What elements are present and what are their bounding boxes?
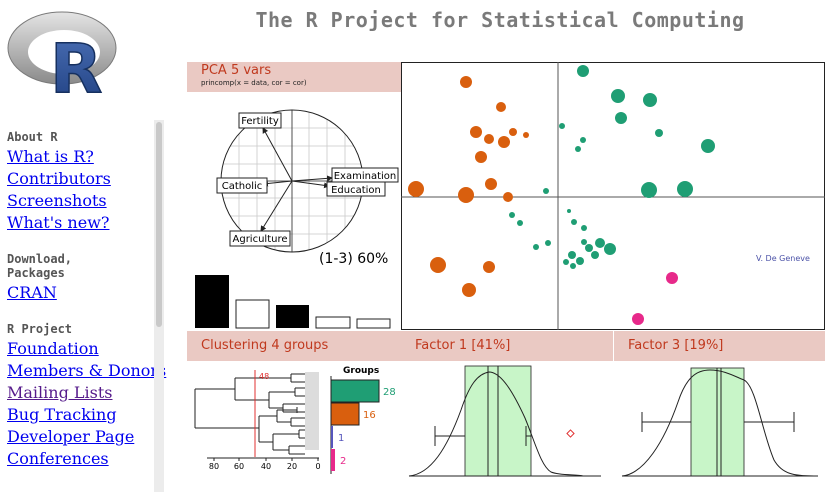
pca-var-education: Education [331,185,381,196]
logo-letter: R [50,30,102,100]
dendro-tick-40: 40 [261,462,271,471]
cluster-cut-value: 48 [259,372,269,381]
factor1-density-plot [408,365,601,477]
sidebar-heading-download: Download, Packages [7,252,73,280]
sidebar-link-conferences[interactable]: Conferences [7,449,109,468]
clustering-header: Clustering 4 groups [187,331,401,361]
scatter-credit: V. De Geneve [756,254,810,263]
clustering-dendrogram: 48 80 60 40 20 0 Groups 28 16 1 2 [194,366,396,474]
pca-var-agriculture: Agriculture [233,234,288,245]
dendro-tick-20: 20 [287,462,297,471]
pca-var-examination: Examination [334,171,397,182]
dendro-tick-60: 60 [234,462,244,471]
sidebar: About R What is R? Contributors Screensh… [7,126,167,470]
pca-header: PCA 5 vars princomp(x = data, cor = cor) [187,62,401,92]
factor1-header: Factor 1 [41%] [401,331,613,361]
dendro-tick-80: 80 [209,462,219,471]
sidebar-scrollbar-thumb[interactable] [156,122,162,327]
dendro-tick-0: 0 [315,462,320,471]
pca-correlation-circle: Fertility Catholic Examination Education… [195,109,399,329]
sidebar-link-what-is-r[interactable]: What is R? [7,147,94,166]
sidebar-link-whats-new[interactable]: What's new? [7,213,110,232]
sidebar-link-developer-page[interactable]: Developer Page [7,427,135,446]
pca-subtitle: princomp(x = data, cor = cor) [201,79,307,87]
group-count-1: 28 [383,387,396,398]
pca-var-fertility: Fertility [241,116,279,127]
factor3-density-plot [621,367,818,477]
sidebar-heading-about: About R [7,130,58,144]
factor3-header: Factor 3 [19%] [614,331,825,361]
group-count-2: 16 [363,410,376,421]
sidebar-link-foundation[interactable]: Foundation [7,339,99,358]
sidebar-link-cran[interactable]: CRAN [7,283,57,302]
pca-scatter-plot: V. De Geneve [401,62,825,330]
group-count-4: 2 [340,456,346,467]
pca-variance-label: (1-3) 60% [319,251,388,267]
page-title: The R Project for Statistical Computing [255,8,745,32]
pca-var-catholic: Catholic [222,181,263,192]
sidebar-link-contributors[interactable]: Contributors [7,169,111,188]
r-logo[interactable]: R [4,4,124,100]
sidebar-link-bug-tracking[interactable]: Bug Tracking [7,405,117,424]
sidebar-link-members-donors[interactable]: Members & Donors [7,361,167,380]
group-count-3: 1 [338,433,344,444]
sidebar-heading-r-project: R Project [7,322,73,336]
pca-label: PCA 5 vars [201,63,272,78]
groups-title: Groups [343,366,379,376]
sidebar-link-mailing-lists[interactable]: Mailing Lists [7,383,113,402]
sidebar-link-screenshots[interactable]: Screenshots [7,191,107,210]
